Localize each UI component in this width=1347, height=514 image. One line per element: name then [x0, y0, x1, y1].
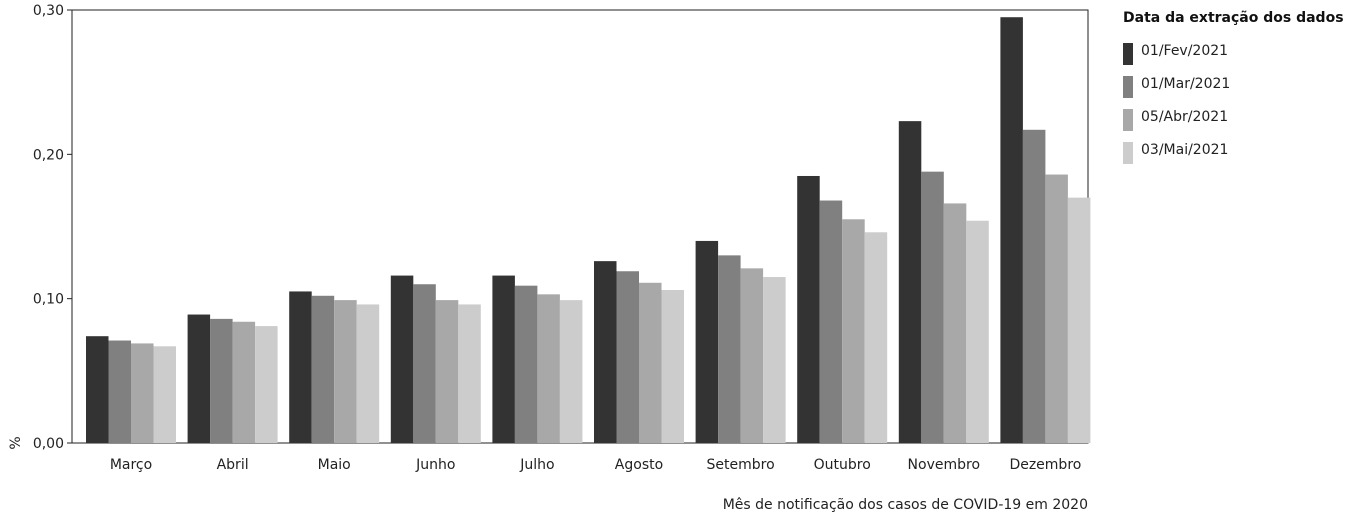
bar-julho-series-1: [492, 275, 515, 443]
bar-dezembro-series-4: [1067, 197, 1091, 443]
bar-abril-series-3: [232, 321, 256, 443]
legend-swatch: [1123, 109, 1133, 131]
y-tick-label: 0,30: [33, 3, 64, 19]
bar-abril-series-4: [255, 326, 278, 443]
bar-maio-series-2: [311, 295, 335, 443]
bar-maio-series-3: [334, 300, 357, 443]
x-tick-label: Março: [110, 457, 152, 473]
bar-junho-series-3: [435, 300, 459, 443]
bar-dezembro-series-1: [1000, 17, 1023, 443]
bar-junho-series-2: [413, 284, 436, 443]
bar-outubro-series-2: [819, 200, 843, 443]
legend-label: 03/Mai/2021: [1141, 142, 1228, 158]
y-tick-label: 0,10: [33, 292, 64, 308]
x-tick-label: Outubro: [814, 457, 871, 473]
bar-março-series-3: [131, 343, 154, 443]
bar-abril-series-2: [210, 318, 233, 443]
x-tick-label: Abril: [217, 457, 249, 473]
bar-maio-series-4: [356, 304, 380, 443]
x-tick-label: Maio: [318, 457, 351, 473]
x-tick-label: Agosto: [615, 457, 663, 473]
x-tick-label: Junho: [415, 457, 455, 473]
bar-julho-series-4: [559, 300, 583, 443]
bar-agosto-series-1: [594, 261, 617, 443]
bar-julho-series-2: [514, 285, 538, 443]
bar-julho-series-3: [537, 294, 560, 443]
y-tick-label: 0,00: [33, 436, 64, 452]
legend-swatch: [1123, 142, 1133, 164]
x-tick-label: Novembro: [908, 457, 980, 473]
bar-outubro-series-4: [864, 232, 888, 443]
bar-agosto-series-3: [639, 282, 662, 443]
bar-setembro-series-3: [740, 268, 764, 443]
bar-outubro-series-1: [797, 175, 820, 443]
bar-abril-series-1: [187, 314, 211, 443]
bar-março-series-1: [86, 336, 109, 443]
bar-outubro-series-3: [842, 219, 865, 443]
bar-março-series-2: [108, 340, 131, 443]
bar-novembro-series-4: [966, 220, 989, 443]
bar-dezembro-series-3: [1045, 174, 1068, 444]
y-axis-title: %: [8, 436, 24, 449]
bar-junho-series-1: [390, 275, 414, 443]
legend-label: 01/Fev/2021: [1141, 43, 1228, 59]
legend-swatch: [1123, 76, 1133, 98]
x-axis-title: Mês de notificação dos casos de COVID-19…: [723, 497, 1088, 513]
legend-title: Data da extração dos dados: [1123, 10, 1344, 26]
x-tick-label: Julho: [519, 457, 554, 473]
x-tick-label: Dezembro: [1009, 457, 1081, 473]
legend-label: 05/Abr/2021: [1141, 109, 1228, 125]
y-tick-label: 0,20: [33, 147, 64, 163]
bar-setembro-series-4: [763, 277, 786, 443]
bar-maio-series-1: [289, 291, 312, 443]
bar-setembro-series-1: [695, 240, 719, 443]
x-tick-label: Setembro: [707, 457, 775, 473]
bar-setembro-series-2: [718, 255, 741, 443]
bar-novembro-series-1: [898, 121, 922, 444]
bar-março-series-4: [153, 346, 176, 443]
bar-agosto-series-2: [616, 271, 639, 443]
legend-swatch: [1123, 43, 1133, 65]
bar-agosto-series-4: [661, 290, 684, 443]
bar-novembro-series-3: [943, 203, 967, 443]
bar-dezembro-series-2: [1022, 129, 1046, 443]
bar-junho-series-4: [458, 304, 481, 443]
legend-label: 01/Mar/2021: [1141, 76, 1230, 92]
bar-novembro-series-2: [921, 171, 944, 444]
